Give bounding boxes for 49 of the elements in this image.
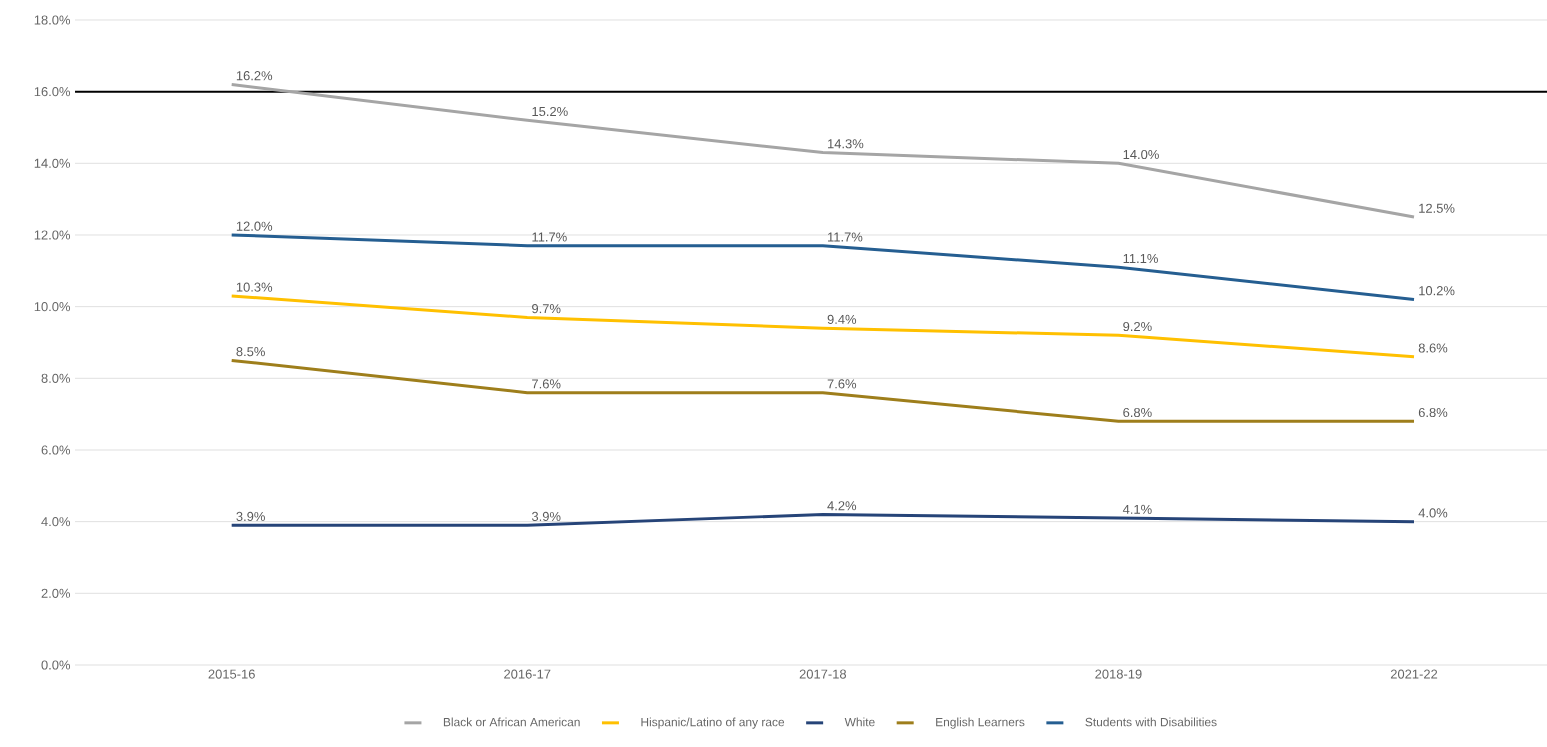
legend-label: English Learners — [936, 717, 1025, 729]
data-label: 10.2% — [1419, 286, 1455, 296]
data-label: 12.0% — [236, 221, 273, 231]
data-label: 6.8% — [1418, 407, 1448, 418]
y-tick-label: 10.0% — [34, 302, 71, 312]
x-tick-label: 2016-17 — [504, 669, 551, 679]
x-tick-label: 2017-18 — [799, 669, 847, 679]
line-series — [230, 294, 1416, 359]
legend-label: Hispanic/Latino of any race — [641, 717, 785, 729]
x-tick-label: 2021-22 — [1390, 669, 1438, 679]
y-tick-label: 18.0% — [34, 15, 71, 25]
data-label: 3.9% — [236, 511, 265, 522]
data-label: 9.2% — [1123, 321, 1152, 332]
data-label: 6.8% — [1123, 407, 1152, 418]
data-label: 12.5% — [1419, 203, 1455, 213]
line-series — [230, 82, 1416, 219]
data-label: 11.7% — [532, 232, 567, 242]
legend-label: White — [844, 717, 875, 727]
data-label: 14.0% — [1123, 149, 1159, 160]
y-tick-label: 16.0% — [34, 87, 71, 97]
data-label: 11.1% — [1123, 253, 1158, 264]
x-tick-label: 2015-16 — [208, 669, 255, 679]
x-tick-label: 2018-19 — [1095, 669, 1142, 679]
data-label: 4.1% — [1122, 504, 1152, 514]
data-label: 4.0% — [1418, 508, 1448, 518]
data-label: 14.3% — [828, 139, 864, 149]
legend-label: Black or African American — [443, 717, 580, 727]
data-label: 16.2% — [236, 71, 273, 81]
data-label: 7.6% — [532, 379, 561, 389]
data-label: 7.6% — [827, 379, 857, 389]
data-label: 9.4% — [827, 314, 857, 324]
y-tick-label: 6.0% — [41, 445, 71, 455]
y-tick-label: 2.0% — [41, 588, 71, 598]
y-tick-label: 12.0% — [34, 230, 71, 240]
data-label: 8.5% — [236, 347, 265, 357]
y-tick-label: 4.0% — [41, 517, 71, 527]
y-tick-label: 0.0% — [41, 660, 71, 670]
legend-label: Students with Disabilities — [1085, 717, 1217, 727]
data-label: 15.2% — [532, 106, 568, 117]
data-label: 3.9% — [531, 511, 561, 522]
data-label: 4.2% — [827, 501, 857, 511]
data-label: 10.3% — [236, 282, 273, 292]
data-label: 8.6% — [1418, 343, 1448, 353]
line-series — [230, 233, 1416, 301]
line-series — [230, 512, 1416, 527]
y-tick-label: 14.0% — [34, 158, 71, 168]
y-tick-label: 8.0% — [41, 373, 71, 383]
data-label: 9.7% — [532, 304, 561, 314]
data-label: 11.7% — [828, 232, 863, 242]
